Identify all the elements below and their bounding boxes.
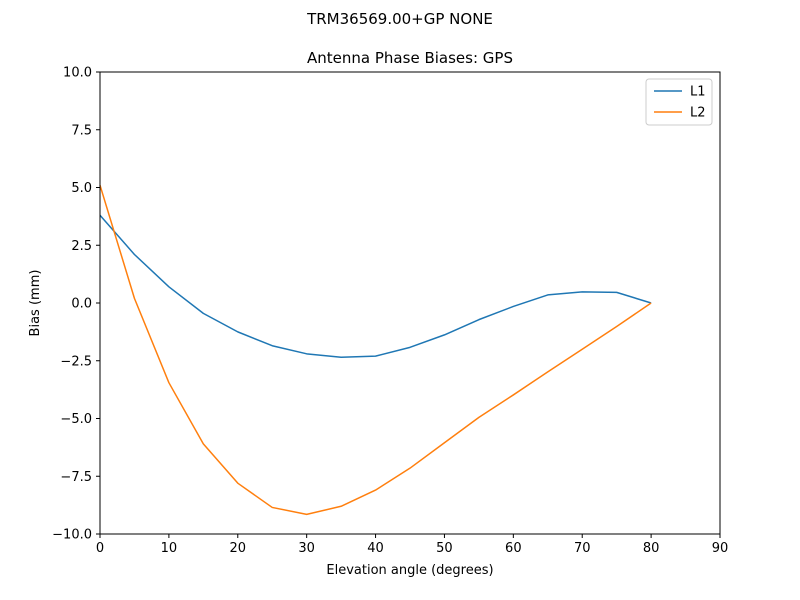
x-tick-label: 80 xyxy=(643,541,660,556)
series-line-l2 xyxy=(99,184,652,516)
y-tick-label: 7.5 xyxy=(71,123,92,138)
legend-label-l2: L2 xyxy=(690,106,706,121)
legend-label-l1: L1 xyxy=(690,85,706,100)
axes-frame xyxy=(99,71,721,535)
y-tick-label: −5.0 xyxy=(60,412,92,427)
x-tick-label: 0 xyxy=(96,541,104,556)
x-tick-label: 40 xyxy=(367,541,384,556)
x-tick-label: 50 xyxy=(436,541,453,556)
y-tick-label: 10.0 xyxy=(63,66,92,81)
y-tick-label: 2.5 xyxy=(71,239,92,254)
x-tick-label: 90 xyxy=(712,541,729,556)
y-tick-label: −7.5 xyxy=(60,470,92,485)
x-axis-label: Elevation angle (degrees) xyxy=(326,563,493,578)
x-tick-label: 60 xyxy=(505,541,522,556)
y-tick-label: −2.5 xyxy=(60,354,92,369)
chart-suptitle: TRM36569.00+GP NONE xyxy=(306,10,493,28)
y-tick-label: −10.0 xyxy=(52,528,92,543)
x-tick-label: 70 xyxy=(574,541,591,556)
y-tick-label: 5.0 xyxy=(71,181,92,196)
y-tick-label: 0.0 xyxy=(71,297,92,312)
x-tick-label: 30 xyxy=(298,541,315,556)
series-line-l1 xyxy=(99,214,652,359)
x-tick-label: 10 xyxy=(161,541,178,556)
x-tick-label: 20 xyxy=(230,541,247,556)
chart-title: Antenna Phase Biases: GPS xyxy=(307,49,513,67)
y-axis-label: Bias (mm) xyxy=(28,270,43,337)
plot-area: 0 10 20 30 40 50 60 70 80 90 −10.0 −7.5 −5.0 −2.5 0.0 2… xyxy=(52,66,728,557)
